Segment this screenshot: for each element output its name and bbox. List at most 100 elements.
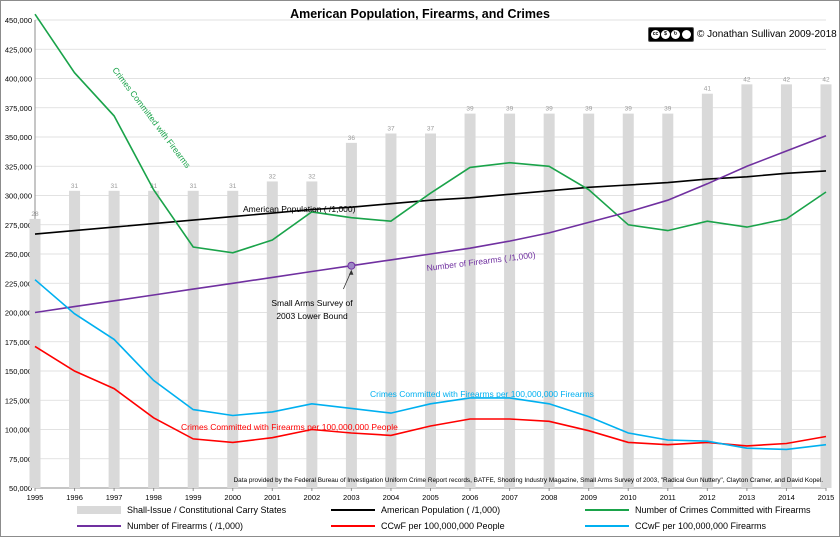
annotation-crimes: Crimes Committed with Firearms	[110, 65, 192, 170]
y-tick-label: 325,000	[5, 162, 32, 171]
x-tick-label: 2004	[383, 493, 400, 502]
chart-title: American Population, Firearms, and Crime…	[290, 7, 550, 21]
legend-population: American Population ( /1,000)	[331, 505, 500, 515]
legend-swatch-bars	[77, 506, 121, 514]
bar-shall-issue	[583, 113, 595, 488]
y-tick-label: 250,000	[5, 250, 32, 259]
bar-shall-issue	[780, 84, 792, 488]
bar-value-label: 42	[822, 76, 830, 83]
x-tick-label: 2007	[501, 493, 518, 502]
x-tick-label: 2008	[541, 493, 558, 502]
bar-shall-issue	[464, 113, 476, 488]
x-tick-label: 2000	[224, 493, 241, 502]
bar-value-label: 31	[71, 183, 79, 190]
bar-shall-issue	[187, 190, 199, 488]
x-tick-label: 2002	[304, 493, 321, 502]
bar-shall-issue	[148, 190, 160, 488]
legend-firearms: Number of Firearms ( /1,000)	[77, 521, 243, 531]
bar-shall-issue	[227, 190, 239, 488]
bar-value-label: 39	[546, 106, 554, 113]
y-tick-label: 125,000	[5, 396, 32, 405]
x-tick-label: 2001	[264, 493, 281, 502]
annotation-ccwf-people: Crimes Committed with Firearms per 100,0…	[181, 422, 398, 432]
legend-swatch-ccwf-people	[331, 525, 375, 527]
bar-value-label: 39	[585, 106, 593, 113]
x-tick-label: 1995	[27, 493, 44, 502]
bar-shall-issue	[662, 113, 674, 488]
x-tick-label: 2006	[462, 493, 479, 502]
y-tick-label: 300,000	[5, 192, 32, 201]
bar-shall-issue	[306, 181, 318, 488]
annotation-survey-2: 2003 Lower Bound	[276, 311, 348, 321]
bar-value-label: 28	[31, 211, 39, 218]
x-tick-label: 2010	[620, 493, 637, 502]
bar-shall-issue	[543, 113, 555, 488]
line-firearms	[34, 135, 827, 314]
legend-bars: Shall-Issue / Constitutional Carry State…	[77, 505, 286, 515]
y-tick-label: 450,000	[5, 16, 32, 25]
legend-ccwf-firearms: CCwF per 100,000,000 Firearms	[585, 521, 766, 531]
y-tick-label: 100,000	[5, 426, 32, 435]
y-tick-label: 50,000	[9, 484, 32, 493]
bar-value-label: 42	[783, 76, 791, 83]
legend-swatch-ccwf-firearms	[585, 525, 629, 527]
annotation-survey-1: Small Arms Survey of	[271, 298, 353, 308]
chart-legend: Shall-Issue / Constitutional Carry State…	[0, 505, 840, 535]
y-tick-label: 75,000	[9, 455, 32, 464]
bar-shall-issue	[29, 218, 41, 488]
bar-shall-issue	[622, 113, 634, 488]
legend-label-ccwf-firearms: CCwF per 100,000,000 Firearms	[635, 521, 767, 531]
y-tick-label: 225,000	[5, 279, 32, 288]
y-tick-label: 275,000	[5, 221, 32, 230]
y-tick-label: 150,000	[5, 367, 32, 376]
x-tick-label: 2012	[699, 493, 716, 502]
legend-swatch-population	[331, 509, 375, 511]
legend-crimes: Number of Crimes Committed with Firearms	[585, 505, 811, 515]
x-tick-label: 2013	[739, 493, 756, 502]
bar-value-label: 36	[348, 135, 356, 142]
legend-ccwf-people: CCwF per 100,000,000 People	[331, 521, 505, 531]
bar-shall-issue	[385, 133, 397, 489]
bar-shall-issue	[69, 190, 81, 488]
bar-shall-issue	[820, 84, 832, 488]
y-tick-label: 200,000	[5, 309, 32, 318]
x-tick-label: 2009	[580, 493, 597, 502]
bar-value-label: 32	[269, 173, 277, 180]
legend-swatch-firearms	[77, 525, 121, 527]
copyright-notice: cc $ ↻ © Jonathan Sullivan 2009-2018	[648, 26, 837, 42]
bar-value-label: 39	[625, 106, 633, 113]
line-ccwf-people	[34, 345, 827, 447]
survey-marker	[347, 261, 356, 270]
x-tick-label: 2015	[818, 493, 835, 502]
survey-arrow-head	[348, 269, 354, 275]
x-tick-label: 2011	[660, 493, 676, 502]
x-tick-label: 1996	[66, 493, 83, 502]
annotation-source: Data provided by the Federal Bureau of I…	[234, 477, 824, 484]
bar-shall-issue	[266, 181, 278, 488]
legend-label-crimes: Number of Crimes Committed with Firearms	[635, 505, 811, 515]
y-tick-label: 425,000	[5, 45, 32, 54]
legend-label-ccwf-people: CCwF per 100,000,000 People	[381, 521, 505, 531]
legend-swatch-crimes	[585, 509, 629, 511]
copyright-text: © Jonathan Sullivan 2009-2018	[697, 28, 837, 40]
line-crimes	[34, 13, 827, 254]
bar-value-label: 37	[387, 125, 395, 132]
x-tick-label: 1997	[106, 493, 123, 502]
annotation-population: American Population ( /1,000)	[243, 204, 356, 214]
y-tick-label: 375,000	[5, 104, 32, 113]
legend-label-bars: Shall-Issue / Constitutional Carry State…	[127, 505, 287, 515]
bar-value-label: 31	[190, 183, 198, 190]
bar-value-label: 39	[506, 106, 514, 113]
line-ccwf-firearms	[34, 279, 827, 451]
bar-shall-issue	[701, 93, 713, 489]
bar-value-label: 42	[743, 76, 751, 83]
line-population	[34, 170, 827, 235]
bar-value-label: 39	[664, 106, 672, 113]
legend-label-population: American Population ( /1,000)	[381, 505, 501, 515]
annotation-firearms: Number of Firearms ( /1,000)	[426, 250, 536, 273]
bar-value-label: 32	[308, 173, 316, 180]
annotation-ccwf-firearms: Crimes Committed with Firearms per 100,0…	[370, 389, 594, 399]
x-tick-label: 2005	[422, 493, 439, 502]
bar-shall-issue	[504, 113, 516, 488]
